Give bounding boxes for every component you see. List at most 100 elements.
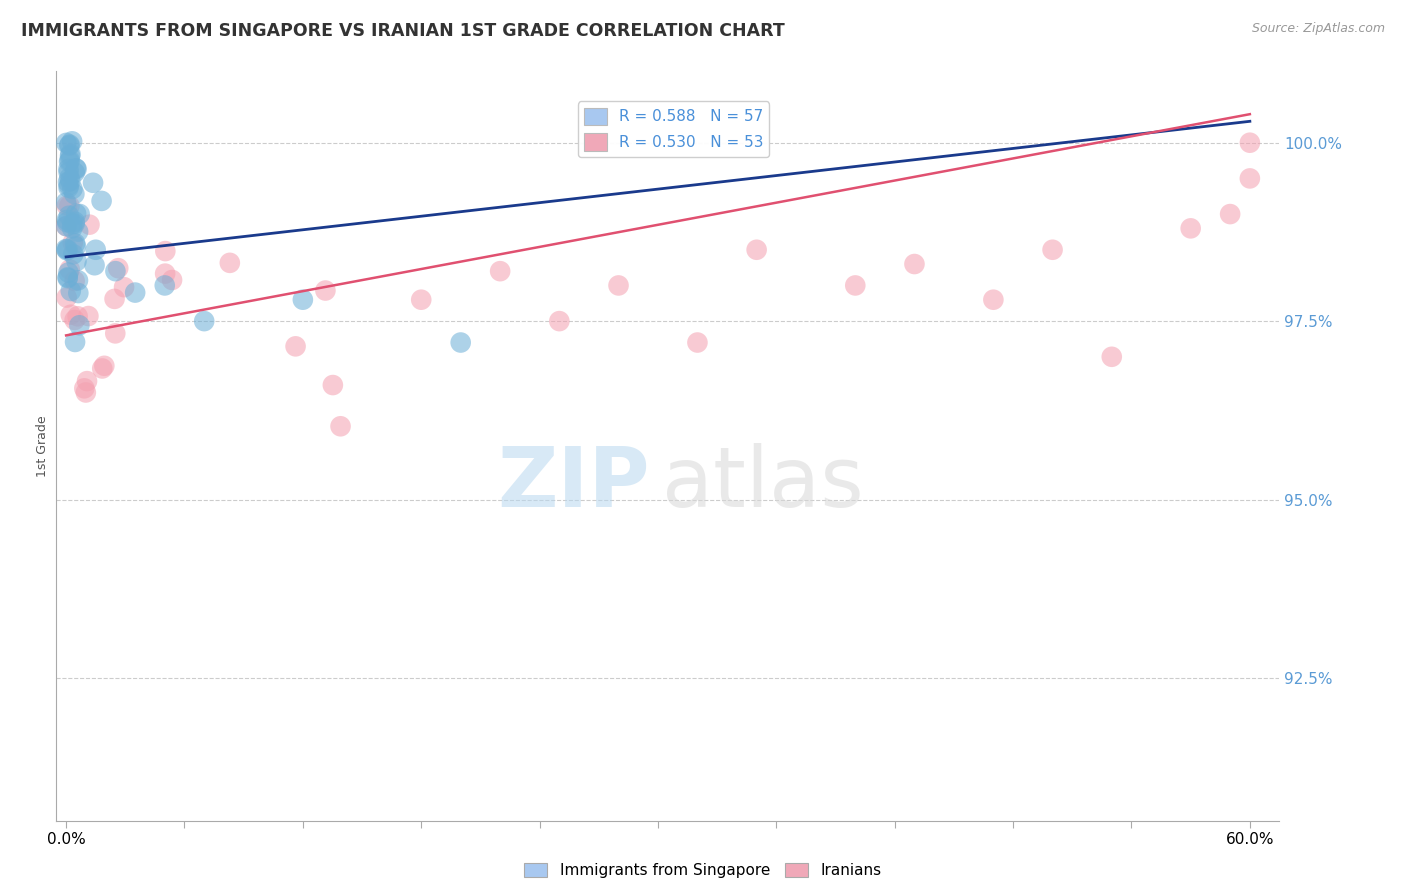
Text: atlas: atlas <box>662 443 863 524</box>
Point <box>60 217 83 231</box>
Point <box>56 215 79 229</box>
Point <box>548 314 571 328</box>
Point <box>58 165 80 179</box>
Point <box>90 194 112 208</box>
Point <box>67 286 90 301</box>
Point <box>56 242 79 256</box>
Point <box>63 313 86 327</box>
Point <box>55 219 77 234</box>
Point <box>489 264 512 278</box>
Point <box>60 134 83 148</box>
Point <box>65 161 87 176</box>
Point <box>63 274 86 288</box>
Point <box>82 176 104 190</box>
Point <box>291 293 314 307</box>
Point <box>155 244 177 258</box>
Point <box>104 264 127 278</box>
Point <box>58 199 80 213</box>
Point <box>62 182 84 196</box>
Point <box>59 284 82 298</box>
Point <box>63 217 86 231</box>
Point <box>67 318 90 333</box>
Point <box>59 137 82 152</box>
Point <box>63 236 86 251</box>
Point <box>56 175 79 189</box>
Point <box>153 267 176 281</box>
Point <box>58 178 80 193</box>
Point <box>84 243 107 257</box>
Point <box>55 219 77 234</box>
Point <box>55 136 77 150</box>
Point <box>314 284 336 298</box>
Point <box>745 243 768 257</box>
Point <box>58 209 80 223</box>
Point <box>450 335 472 350</box>
Point <box>112 280 135 294</box>
Point <box>83 258 105 272</box>
Point <box>56 244 79 258</box>
Point <box>69 207 91 221</box>
Point <box>103 292 125 306</box>
Point <box>59 308 82 322</box>
Point <box>411 293 433 307</box>
Point <box>56 271 79 285</box>
Point <box>55 242 77 256</box>
Point <box>56 199 79 213</box>
Point <box>66 310 89 324</box>
Point <box>1219 207 1241 221</box>
Point <box>56 213 79 227</box>
Point <box>63 165 86 179</box>
Point <box>1239 136 1261 150</box>
Point <box>62 247 84 261</box>
Point <box>844 278 866 293</box>
Point <box>1239 171 1261 186</box>
Point <box>58 266 80 280</box>
Point <box>153 278 176 293</box>
Point <box>104 326 127 341</box>
Point <box>75 385 97 400</box>
Point <box>59 147 82 161</box>
Point <box>1101 350 1123 364</box>
Point <box>218 256 240 270</box>
Point <box>56 270 79 285</box>
Point <box>983 293 1005 307</box>
Point <box>55 291 77 305</box>
Point <box>65 254 87 268</box>
Point <box>59 174 82 188</box>
Point <box>63 214 86 228</box>
Point <box>1180 221 1202 235</box>
Point <box>65 207 87 221</box>
Legend: R = 0.588   N = 57, R = 0.530   N = 53: R = 0.588 N = 57, R = 0.530 N = 53 <box>578 102 769 157</box>
Point <box>329 419 352 434</box>
Legend: Immigrants from Singapore, Iranians: Immigrants from Singapore, Iranians <box>519 857 887 884</box>
Point <box>91 361 114 376</box>
Point <box>76 374 98 388</box>
Point <box>107 261 129 276</box>
Point <box>59 153 82 168</box>
Point <box>62 235 84 250</box>
Point <box>124 285 146 300</box>
Point <box>160 273 183 287</box>
Point <box>903 257 925 271</box>
Point <box>686 335 709 350</box>
Point <box>193 314 215 328</box>
Point <box>59 149 82 163</box>
Point <box>58 154 80 169</box>
Point <box>79 218 101 232</box>
Point <box>58 180 80 194</box>
Point <box>60 221 83 235</box>
Point <box>284 339 307 353</box>
Point <box>607 278 630 293</box>
Point <box>1042 243 1064 257</box>
Point <box>58 171 80 186</box>
Point <box>59 262 82 277</box>
Point <box>55 195 77 210</box>
Point <box>58 161 80 176</box>
Point <box>66 273 89 287</box>
Point <box>67 225 90 239</box>
Y-axis label: 1st Grade: 1st Grade <box>37 415 49 477</box>
Text: ZIP: ZIP <box>496 443 650 524</box>
Text: Source: ZipAtlas.com: Source: ZipAtlas.com <box>1251 22 1385 36</box>
Point <box>58 138 80 153</box>
Point <box>93 359 115 373</box>
